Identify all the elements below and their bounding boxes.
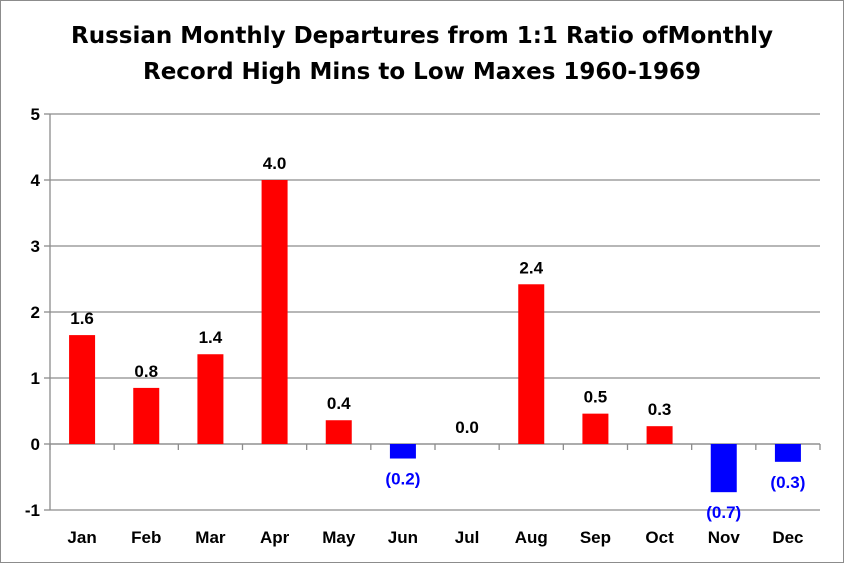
x-tick-label-sep: Sep [580, 528, 611, 547]
y-tick-label: -1 [25, 501, 40, 520]
x-tick-label-jan: Jan [67, 528, 96, 547]
y-tick-label: 2 [31, 303, 40, 322]
bar-dec [774, 444, 801, 462]
data-label-jun: (0.2) [385, 470, 420, 489]
data-label-nov: (0.7) [706, 503, 741, 522]
bars [69, 180, 801, 493]
axes [44, 113, 821, 511]
gridlines [50, 113, 820, 511]
bar-oct [646, 426, 673, 444]
x-tick-labels: Jan Feb Mar Apr May Jun Jul Aug Sep Oct Nov Dec [67, 528, 803, 547]
x-tick-label-mar: Mar [195, 528, 226, 547]
data-label-oct: 0.3 [648, 400, 672, 419]
bar-feb [133, 387, 160, 444]
x-tick-label-jul: Jul [455, 528, 480, 547]
y-tick-labels: -1 0 1 2 3 4 5 [25, 105, 41, 520]
data-label-mar: 1.4 [199, 328, 223, 347]
y-tick-label: 0 [31, 435, 40, 454]
x-tick-label-nov: Nov [708, 528, 741, 547]
chart-title-line-1: Russian Monthly Departures from 1:1 Rati… [71, 23, 773, 49]
bar-sep [582, 413, 609, 444]
y-tick-label: 1 [31, 369, 40, 388]
x-tick-label-feb: Feb [131, 528, 161, 547]
x-tick-label-aug: Aug [515, 528, 548, 547]
x-tick-label-oct: Oct [645, 528, 674, 547]
data-label-may: 0.4 [327, 394, 351, 413]
y-tick-label: 3 [31, 237, 40, 256]
bar-jan [69, 335, 96, 444]
data-label-aug: 2.4 [519, 258, 543, 277]
bar-aug [518, 284, 545, 444]
data-label-jul: 0.0 [455, 418, 479, 437]
data-label-jan: 1.6 [70, 309, 94, 328]
x-tick-label-apr: Apr [260, 528, 290, 547]
x-tick-label-may: May [322, 528, 356, 547]
chart-title-line-2: Record High Mins to Low Maxes 1960-1969 [142, 59, 701, 85]
bar-nov [710, 444, 737, 493]
bar-jun [389, 444, 416, 459]
x-tick-label-jun: Jun [388, 528, 418, 547]
data-label-apr: 4.0 [263, 154, 287, 173]
bar-may [325, 420, 352, 444]
x-tick-label-dec: Dec [772, 528, 803, 547]
data-label-sep: 0.5 [584, 388, 608, 407]
chart-title: Russian Monthly Departures from 1:1 Rati… [0, 18, 844, 90]
bar-apr [261, 180, 288, 444]
data-labels: 1.6 0.8 1.4 4.0 0.4 (0.2) 0.0 2.4 0.5 0.3 (0.7) (0.… [70, 154, 805, 522]
data-label-feb: 0.8 [134, 362, 158, 381]
y-tick-label: 5 [31, 105, 40, 124]
data-label-dec: (0.3) [770, 473, 805, 492]
bar-mar [197, 354, 224, 444]
y-tick-label: 4 [31, 171, 41, 190]
